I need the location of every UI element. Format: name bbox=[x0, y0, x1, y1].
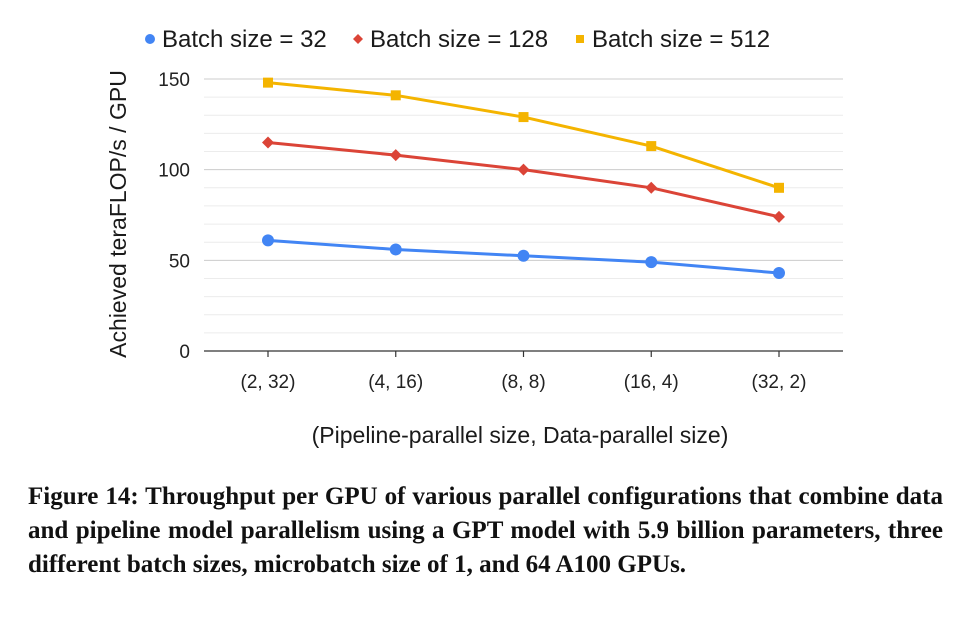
y-tick-label: 150 bbox=[158, 70, 190, 91]
data-point bbox=[390, 90, 401, 101]
legend-marker bbox=[145, 34, 155, 44]
legend: Batch size = 32 Batch size = 128 Batch siz… bbox=[145, 26, 770, 53]
figure-caption: Figure 14: Throughput per GPU of various… bbox=[28, 483, 943, 578]
data-point bbox=[774, 182, 784, 193]
x-tick-label: (2, 32) bbox=[241, 372, 296, 393]
legend-marker bbox=[576, 35, 584, 43]
data-point bbox=[646, 141, 657, 152]
data-point bbox=[517, 249, 530, 262]
data-point bbox=[645, 181, 658, 194]
y-axis: 0 50 100 150 bbox=[158, 70, 190, 363]
x-axis-title: (Pipeline-parallel size, Data-parallel s… bbox=[312, 422, 729, 448]
series-square bbox=[263, 77, 784, 193]
data-point bbox=[262, 234, 274, 247]
data-point bbox=[773, 210, 785, 223]
legend-label: Batch size = 128 bbox=[370, 26, 548, 53]
x-axis: (2, 32) (4, 16) (8, 8) (16, 4) (32, 2) bbox=[204, 350, 843, 393]
legend-label: Batch size = 32 bbox=[162, 26, 327, 53]
x-tick-label: (16, 4) bbox=[624, 372, 679, 393]
data-point bbox=[773, 267, 785, 280]
x-tick-label: (4, 16) bbox=[368, 372, 423, 393]
data-point bbox=[262, 136, 274, 149]
data-point bbox=[389, 149, 402, 162]
y-axis-title: Achieved teraFLOP/s / GPU bbox=[105, 70, 131, 358]
y-tick-label: 50 bbox=[169, 251, 190, 272]
y-tick-label: 0 bbox=[179, 342, 190, 363]
data-point bbox=[518, 112, 529, 123]
x-tick-label: (32, 2) bbox=[752, 372, 807, 393]
series-layer bbox=[262, 77, 785, 280]
legend-marker bbox=[353, 34, 363, 44]
data-point bbox=[517, 163, 530, 176]
data-point bbox=[263, 77, 273, 88]
series-circle bbox=[262, 234, 785, 280]
legend-label: Batch size = 512 bbox=[592, 26, 770, 53]
chart: Batch size = 32 Batch size = 128 Batch siz… bbox=[105, 26, 843, 448]
data-point bbox=[389, 243, 402, 256]
y-tick-label: 100 bbox=[158, 161, 190, 182]
data-point bbox=[645, 256, 658, 269]
series-diamond bbox=[262, 136, 785, 223]
x-tick-label: (8, 8) bbox=[501, 372, 545, 393]
